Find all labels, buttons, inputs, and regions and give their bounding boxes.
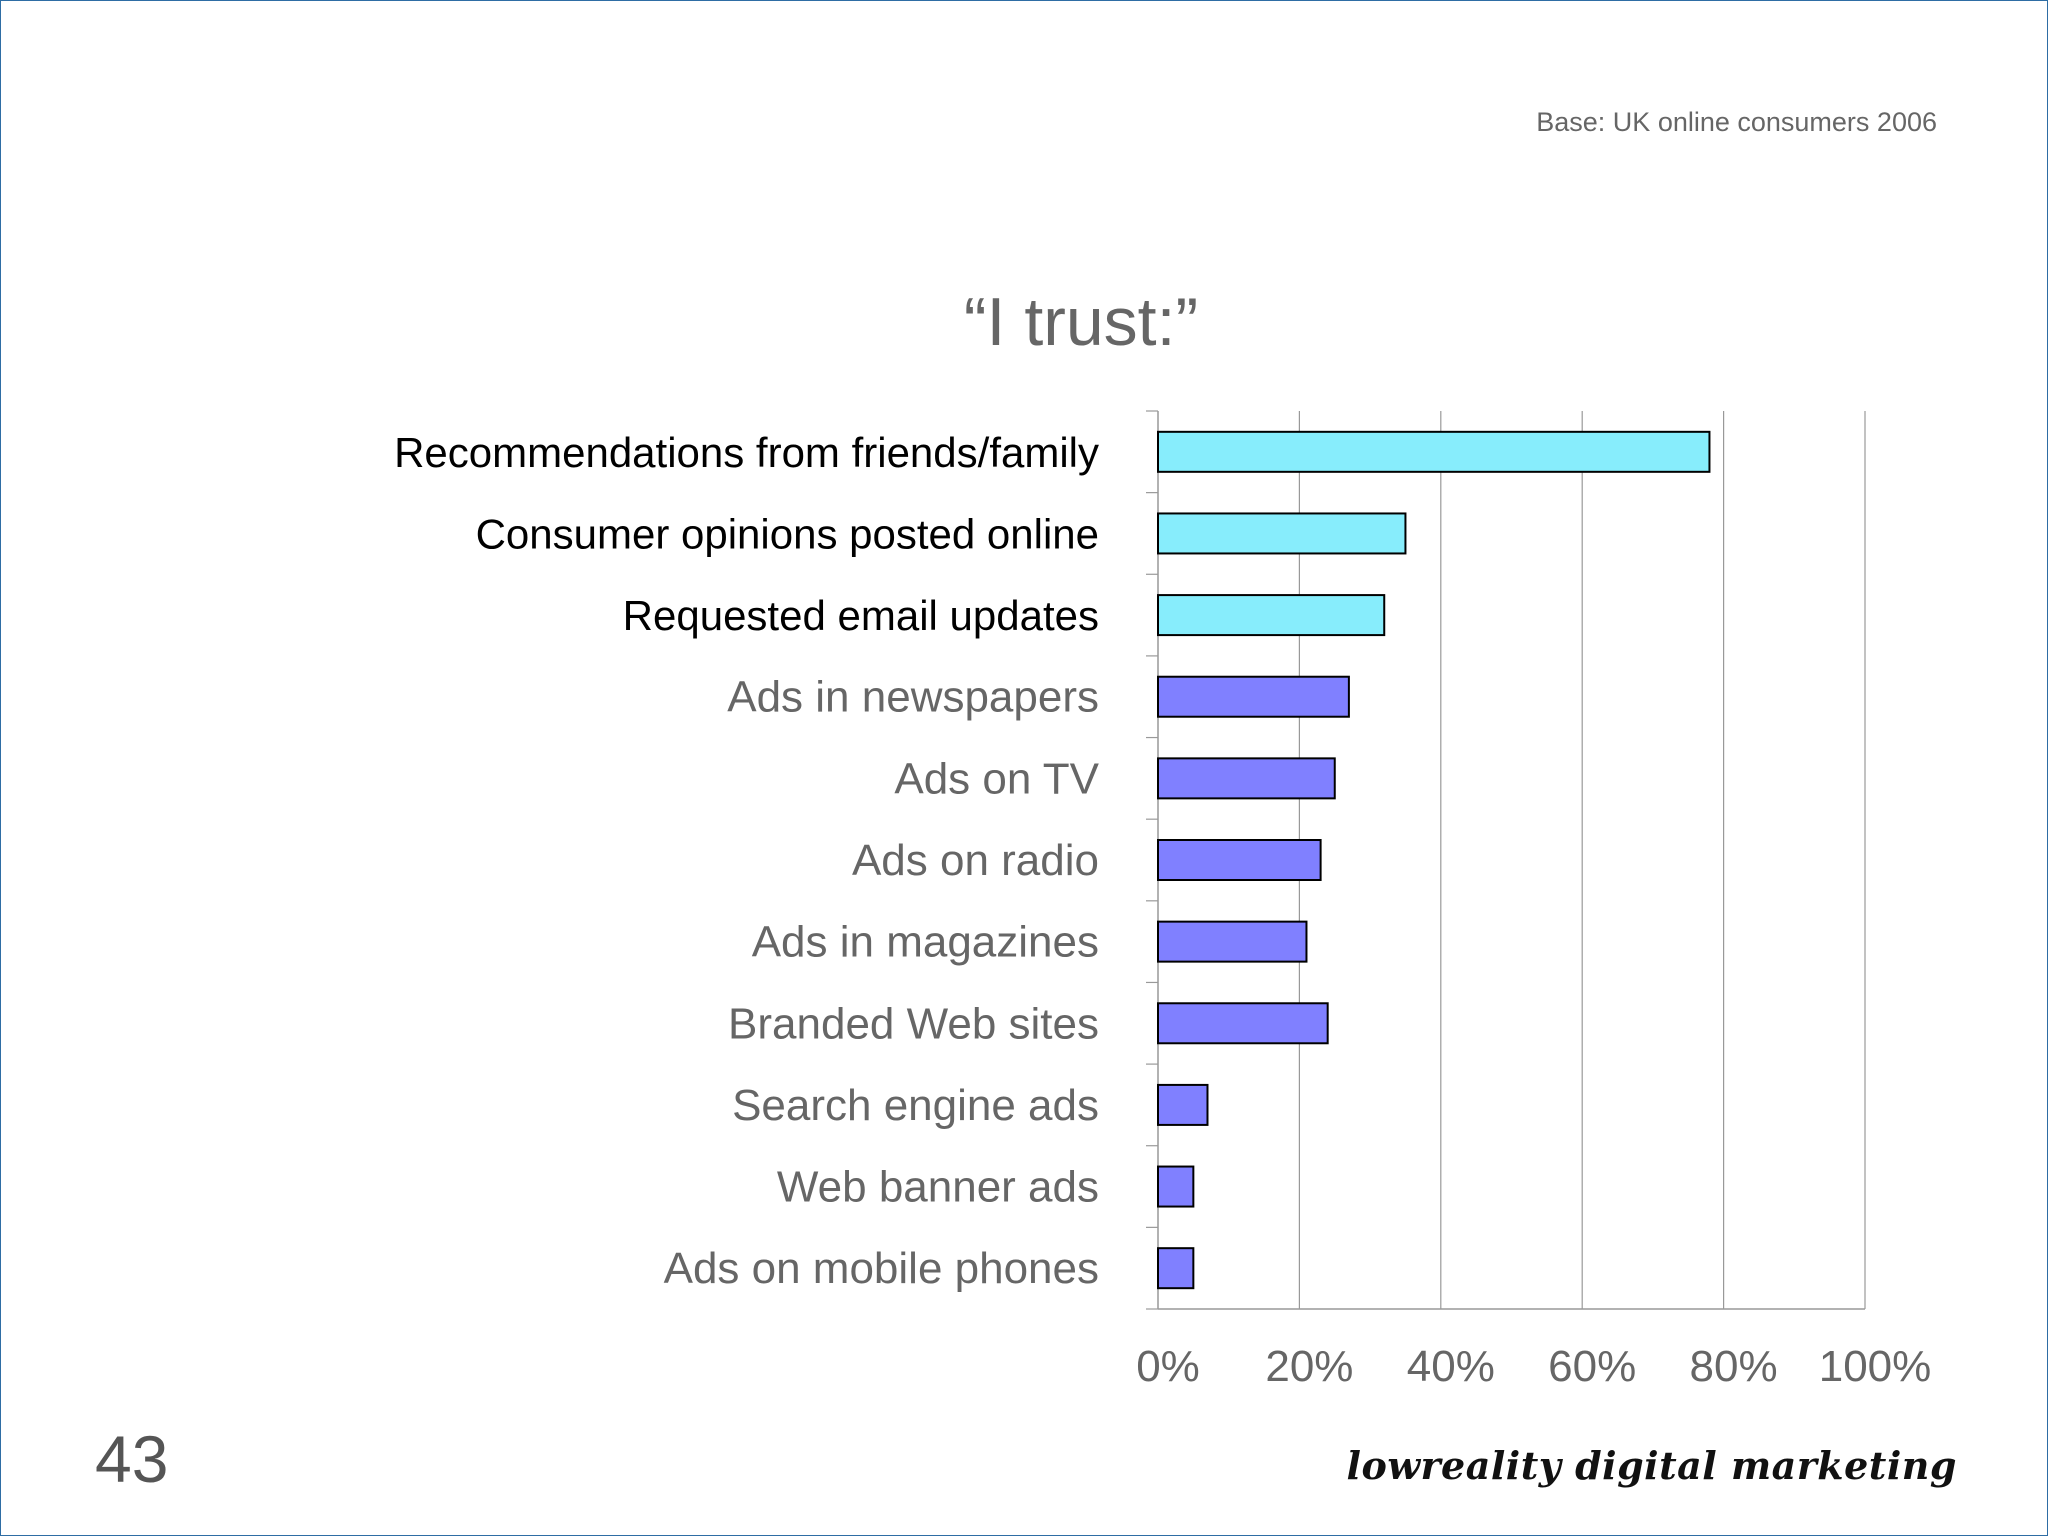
bar [1157,1165,1195,1208]
category-label: Ads on radio [852,836,1099,885]
bar [1157,675,1350,718]
bar [1157,1247,1195,1290]
category-label: Ads in newspapers [727,673,1099,722]
category-label: Ads on TV [894,754,1099,803]
category-label: Recommendations from friends/family [394,429,1099,476]
brand-logo: lowreality digital marketing [1346,1443,1957,1488]
category-label: Requested email updates [623,592,1099,639]
bar [1157,839,1322,881]
chart-title: “I trust:” [963,284,1199,360]
bar [1157,1083,1209,1126]
category-label: Ads in magazines [752,918,1099,967]
category-label: Branded Web sites [728,999,1099,1048]
bar [1157,594,1386,637]
bar [1157,920,1308,963]
category-label: Search engine ads [732,1081,1099,1130]
bar [1157,512,1407,555]
category-label: Ads on mobile phones [664,1244,1099,1293]
category-label: Web banner ads [777,1163,1099,1212]
base-note: Base: UK online consumers 2006 [1536,107,1937,137]
bar [1157,430,1711,473]
category-label: Consumer opinions posted online [476,510,1099,557]
slide-number: 43 [95,1422,169,1496]
x-tick-label: 0% [1136,1342,1200,1391]
x-tick-label: 20% [1265,1342,1353,1391]
x-tick-label: 60% [1548,1342,1636,1391]
bar [1157,1002,1329,1045]
x-tick-label: 100% [1819,1342,1932,1391]
x-tick-label: 40% [1407,1342,1495,1391]
bar [1157,757,1336,800]
x-tick-label: 80% [1690,1342,1778,1391]
